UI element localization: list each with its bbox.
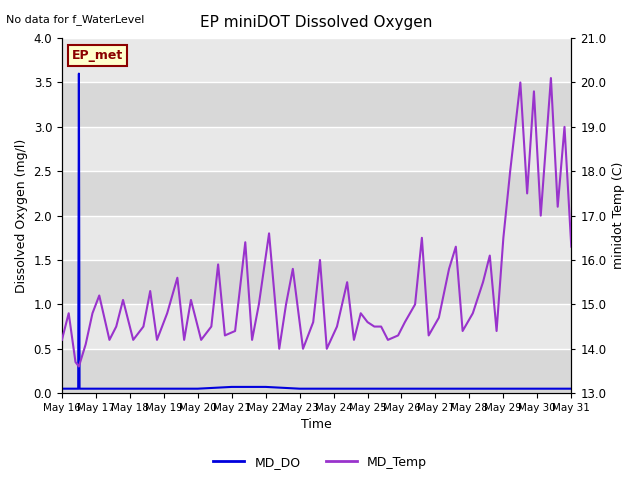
Text: No data for f_WaterLevel: No data for f_WaterLevel bbox=[6, 14, 145, 25]
Legend: MD_DO, MD_Temp: MD_DO, MD_Temp bbox=[208, 451, 432, 474]
Bar bbox=[62, 216, 572, 260]
Bar bbox=[62, 304, 572, 349]
Bar bbox=[62, 127, 572, 171]
Text: EP_met: EP_met bbox=[72, 49, 124, 62]
X-axis label: Time: Time bbox=[301, 419, 332, 432]
Y-axis label: minidot Temp (C): minidot Temp (C) bbox=[612, 162, 625, 269]
Bar bbox=[62, 171, 572, 216]
Bar bbox=[62, 38, 572, 83]
Title: EP miniDOT Dissolved Oxygen: EP miniDOT Dissolved Oxygen bbox=[200, 15, 433, 30]
Bar bbox=[62, 349, 572, 393]
Bar bbox=[62, 83, 572, 127]
Y-axis label: Dissolved Oxygen (mg/l): Dissolved Oxygen (mg/l) bbox=[15, 139, 28, 293]
Bar bbox=[62, 260, 572, 304]
